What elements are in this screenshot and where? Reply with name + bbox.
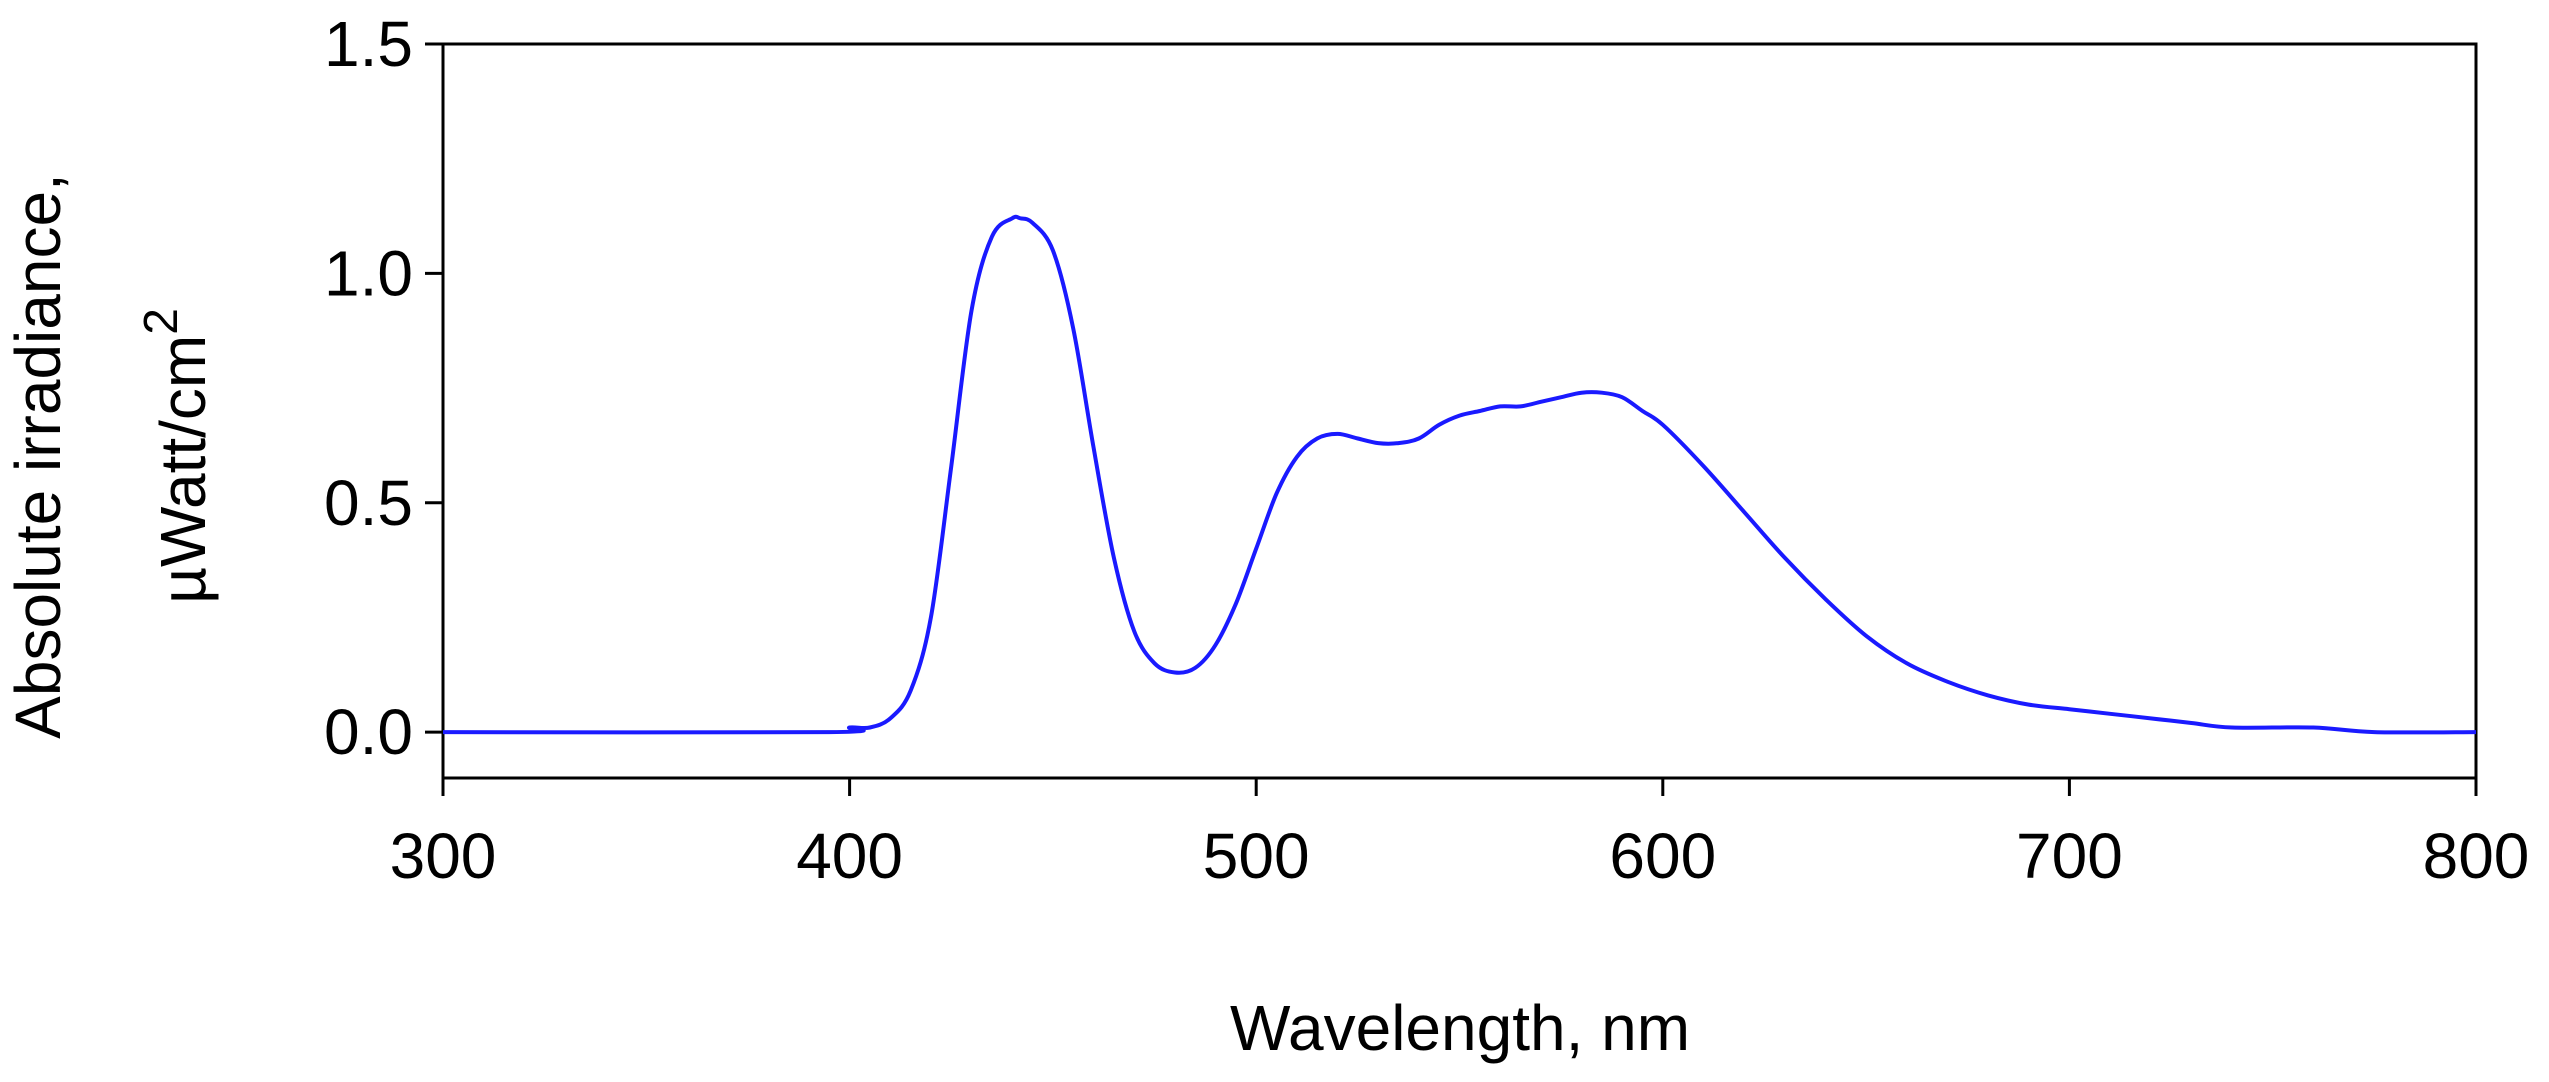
y-axis-units-text: µWatt/cm [147, 335, 219, 604]
x-tick-label: 800 [2423, 820, 2530, 892]
y-axis-units-superscript: 2 [135, 308, 188, 335]
x-tick-label: 500 [1203, 820, 1310, 892]
x-axis: 300 400 500 600 700 800 [390, 778, 2530, 892]
x-tick-label: 400 [796, 820, 903, 892]
y-tick-label: 0.0 [324, 696, 413, 768]
y-tick-label: 1.5 [324, 8, 413, 80]
plot-frame [441, 42, 2478, 780]
x-tick-label: 700 [2016, 820, 2123, 892]
irradiance-line [442, 214, 2477, 735]
y-tick-label: 0.5 [324, 467, 413, 539]
y-axis: 0.0 0.5 1.0 1.5 [324, 8, 443, 768]
y-axis-title-units: µWatt/cm2 [135, 308, 219, 604]
y-tick-label: 1.0 [324, 237, 413, 309]
y-axis-title: Absolute irradiance, [2, 173, 74, 739]
x-axis-title: Wavelength, nm [1230, 992, 1690, 1064]
x-tick-label: 600 [1609, 820, 1716, 892]
x-tick-label: 300 [390, 820, 497, 892]
